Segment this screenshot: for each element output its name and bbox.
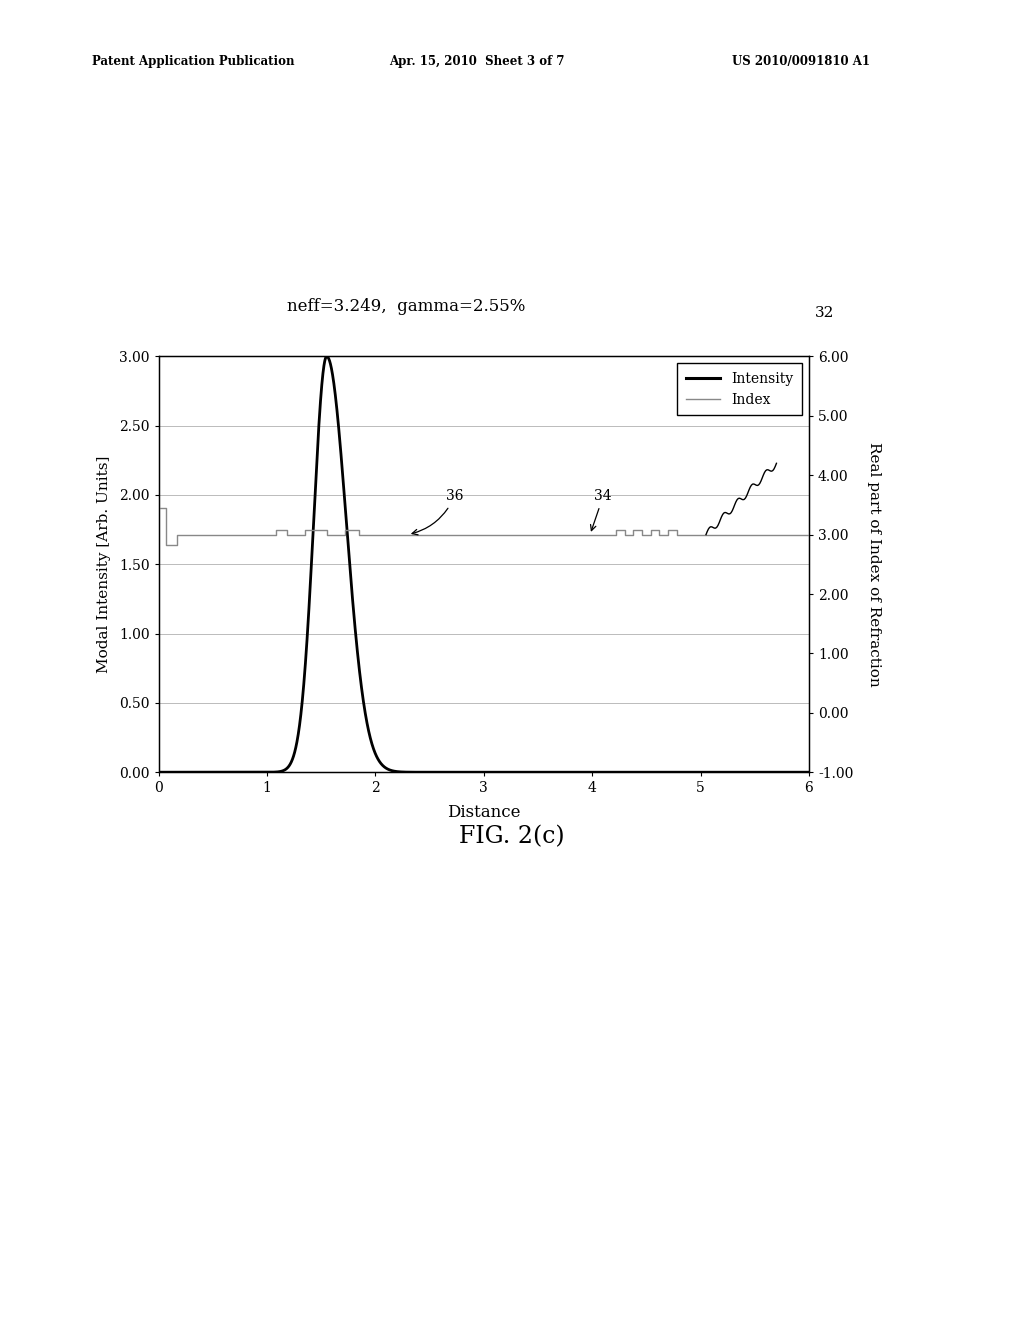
Text: FIG. 2(c): FIG. 2(c) <box>459 825 565 847</box>
X-axis label: Distance: Distance <box>447 804 520 821</box>
Text: 32: 32 <box>815 306 834 319</box>
Text: 36: 36 <box>412 490 464 535</box>
Y-axis label: Modal Intensity [Arb. Units]: Modal Intensity [Arb. Units] <box>96 455 111 673</box>
Text: 34: 34 <box>591 490 612 531</box>
Text: US 2010/0091810 A1: US 2010/0091810 A1 <box>732 55 870 69</box>
Text: Patent Application Publication: Patent Application Publication <box>92 55 295 69</box>
Text: neff=3.249,  gamma=2.55%: neff=3.249, gamma=2.55% <box>287 298 525 314</box>
Y-axis label: Real part of Index of Refraction: Real part of Index of Refraction <box>867 442 882 686</box>
Legend: Intensity, Index: Intensity, Index <box>678 363 802 414</box>
Text: Apr. 15, 2010  Sheet 3 of 7: Apr. 15, 2010 Sheet 3 of 7 <box>389 55 564 69</box>
